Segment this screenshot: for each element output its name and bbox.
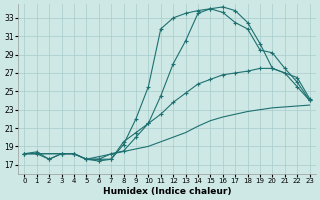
X-axis label: Humidex (Indice chaleur): Humidex (Indice chaleur) <box>103 187 231 196</box>
